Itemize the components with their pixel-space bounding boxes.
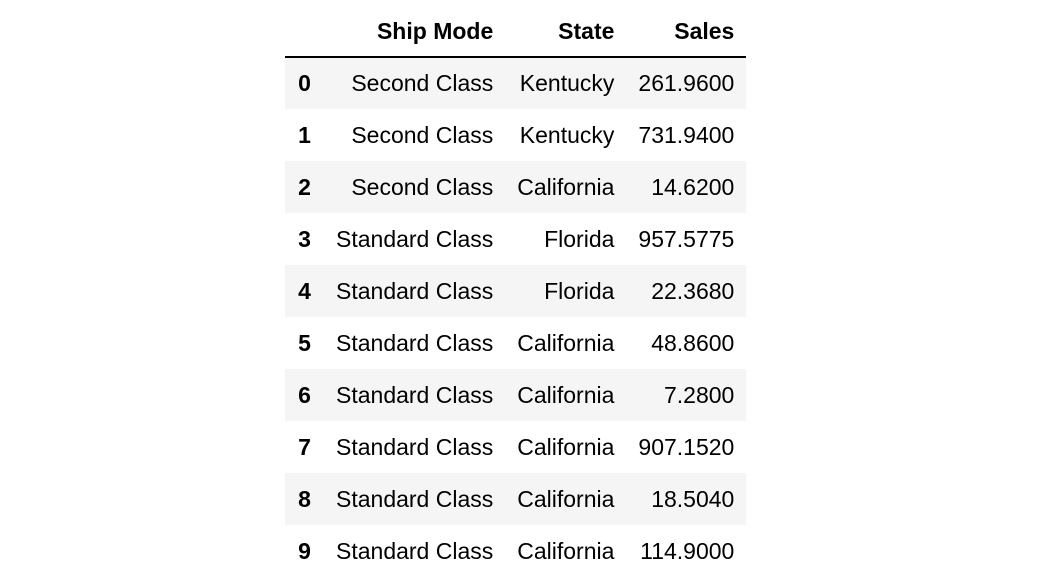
cell-state: Kentucky bbox=[519, 121, 615, 148]
cell-state: California bbox=[517, 381, 615, 408]
row-index: 4 bbox=[298, 277, 311, 304]
table-header: Ship Mode State Sales bbox=[285, 6, 747, 58]
cell-sales: 114.9000 bbox=[640, 537, 735, 564]
cell-sales: 48.8600 bbox=[651, 329, 735, 356]
cell-state: Florida bbox=[544, 277, 615, 304]
cell-sales: 18.5040 bbox=[651, 485, 735, 512]
header-sales: Sales bbox=[626, 6, 747, 58]
cell-sales: 957.5775 bbox=[638, 225, 735, 252]
row-index: 9 bbox=[298, 537, 311, 564]
table-body: 0 Second Class Kentucky 261.9600 1 Second Cla… bbox=[285, 57, 747, 577]
cell-state: California bbox=[517, 537, 615, 564]
cell-state: Florida bbox=[544, 225, 615, 252]
cell-ship-mode: Second Class bbox=[351, 70, 494, 96]
table-row: 3 Standard Class Florida 957.5775 bbox=[285, 213, 747, 265]
row-index: 7 bbox=[298, 433, 311, 460]
cell-sales: 261.9600 bbox=[638, 70, 735, 96]
row-index: 6 bbox=[298, 381, 311, 408]
cell-ship-mode: Second Class bbox=[351, 173, 494, 200]
table-row: 2 Second Class California 14.6200 bbox=[285, 161, 747, 213]
row-index: 2 bbox=[298, 173, 311, 200]
header-ship-mode: Ship Mode bbox=[324, 6, 506, 58]
cell-ship-mode: Standard Class bbox=[336, 537, 494, 564]
cell-ship-mode: Standard Class bbox=[336, 381, 494, 408]
table-row: 9 Standard Class California 114.9000 bbox=[285, 525, 747, 577]
header-row: Ship Mode State Sales bbox=[285, 6, 747, 58]
dataframe-table: Ship Mode State Sales 0 Second Class Kentu… bbox=[285, 6, 747, 577]
row-index: 8 bbox=[298, 485, 311, 512]
cell-state: Kentucky bbox=[519, 70, 615, 96]
cell-ship-mode: Second Class bbox=[351, 121, 494, 148]
cell-state: California bbox=[517, 329, 615, 356]
cell-ship-mode: Standard Class bbox=[336, 433, 494, 460]
cell-sales: 7.2800 bbox=[663, 381, 735, 408]
cell-ship-mode: Standard Class bbox=[336, 225, 494, 252]
row-index: 1 bbox=[298, 121, 311, 148]
table-row: 8 Standard Class California 18.5040 bbox=[285, 473, 747, 525]
cell-ship-mode: Standard Class bbox=[336, 485, 494, 512]
row-index: 3 bbox=[298, 225, 311, 252]
row-index: 5 bbox=[298, 329, 311, 356]
table-row: 6 Standard Class California 7.2800 bbox=[285, 369, 747, 421]
header-index bbox=[285, 6, 324, 58]
table-row: 0 Second Class Kentucky 261.9600 bbox=[285, 57, 747, 109]
cell-ship-mode: Standard Class bbox=[336, 329, 494, 356]
cell-state: California bbox=[517, 173, 615, 200]
row-index: 0 bbox=[298, 70, 311, 96]
cell-sales: 22.3680 bbox=[651, 277, 735, 304]
table-row: 1 Second Class Kentucky 731.9400 bbox=[285, 109, 747, 161]
cell-state: California bbox=[517, 433, 615, 460]
cell-sales: 14.6200 bbox=[651, 173, 735, 200]
cell-sales: 907.1520 bbox=[638, 433, 735, 460]
table-row: 5 Standard Class California 48.8600 bbox=[285, 317, 747, 369]
cell-ship-mode: Standard Class bbox=[336, 277, 494, 304]
cell-sales: 731.9400 bbox=[638, 121, 735, 148]
cell-state: California bbox=[517, 485, 615, 512]
table-row: 7 Standard Class California 907.1520 bbox=[285, 421, 747, 473]
table-row: 4 Standard Class Florida 22.3680 bbox=[285, 265, 747, 317]
header-state: State bbox=[505, 6, 627, 58]
